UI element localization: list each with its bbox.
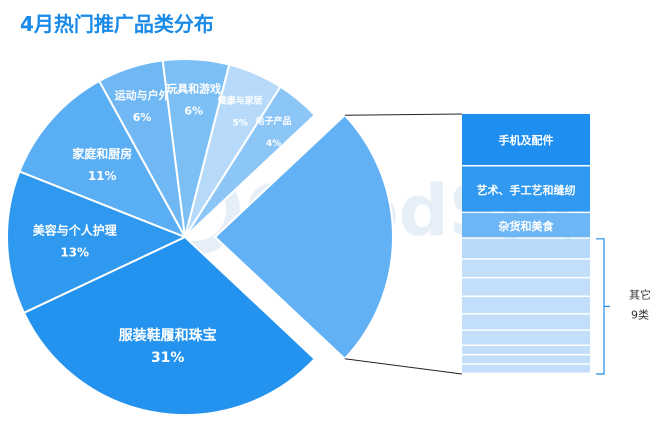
slice-value-label: 13% xyxy=(60,246,89,260)
group-label-count: 9类 xyxy=(631,307,649,321)
breakdown-segment-3 xyxy=(462,238,590,259)
pie-slice-1 xyxy=(6,170,188,315)
slice-label: 玩具和游戏 xyxy=(166,81,221,95)
breakdown-segment-7 xyxy=(462,314,590,330)
group-label-name: 其它 xyxy=(629,287,651,301)
slice-label: 服装鞋履和珠宝 xyxy=(119,327,217,344)
slice-value-label: 31% xyxy=(151,350,185,366)
breakdown-segment-0 xyxy=(462,114,590,165)
slice-label: 健康与家居 xyxy=(218,95,263,107)
slice-value-label: 6% xyxy=(133,111,152,124)
connector-line-top xyxy=(344,113,463,116)
slice-value-label: 4% xyxy=(266,139,281,149)
pie-slice-2 xyxy=(18,79,188,239)
breakdown-segment-2 xyxy=(462,213,590,238)
breakdown-label: 杂货和美食 xyxy=(499,219,555,233)
breakdown-segment-11 xyxy=(462,364,590,373)
breakdown-segment-9 xyxy=(462,346,590,354)
breakdown-segment-4 xyxy=(462,259,590,277)
breakdown-segment-1 xyxy=(462,166,590,212)
breakdown-segment-10 xyxy=(462,355,590,364)
breakdown-segment-8 xyxy=(462,330,590,345)
slice-label: 美容与个人护理 xyxy=(33,223,117,238)
group-bracket xyxy=(596,238,605,375)
connector-line-bottom xyxy=(344,358,463,375)
slice-label: 家庭和厨房 xyxy=(72,146,132,161)
breakdown-segment-6 xyxy=(462,297,590,314)
pie-slice-6 xyxy=(184,85,317,238)
slice-value-label: 11% xyxy=(88,169,117,183)
slice-value-label: 5% xyxy=(232,119,247,129)
slice-label: 运动与户外 xyxy=(115,88,170,102)
breakdown-segment-5 xyxy=(462,278,590,296)
breakdown-label: 艺术、手工艺和缝纫 xyxy=(477,183,576,197)
pie-slice-0 xyxy=(22,235,317,416)
slice-label: 电子产品 xyxy=(255,115,291,127)
slice-value-label: 6% xyxy=(184,104,203,117)
breakdown-label: 手机及配件 xyxy=(499,133,554,147)
pie-slice-7 xyxy=(213,113,394,361)
chart-title: 4月热门推广品类分布 xyxy=(20,12,214,36)
